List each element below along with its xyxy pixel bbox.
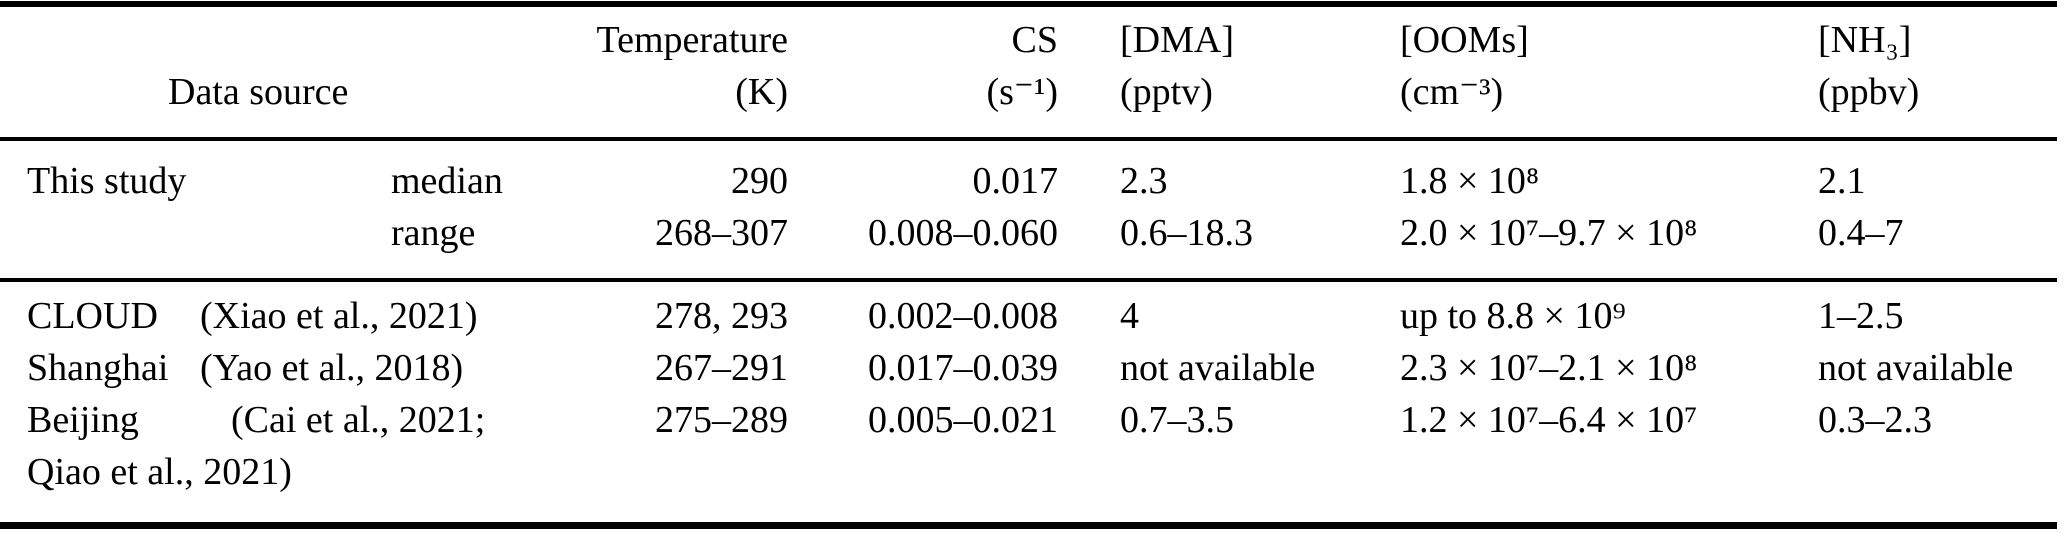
cell-nh3: not available <box>1818 347 2014 389</box>
col-unit-temperature: (K) <box>735 71 788 113</box>
cell-temperature: 278, 293 <box>655 295 788 337</box>
cell-dma: 0.6–18.3 <box>1120 212 1253 254</box>
cell-citation: (Xiao et al., 2021) <box>200 295 478 337</box>
cell-source-this-study: This study <box>27 160 187 202</box>
col-unit-cs: (s⁻¹) <box>986 71 1058 113</box>
table-top-rule <box>0 1 2057 7</box>
cell-stat-range: range <box>391 212 476 254</box>
cell-citation: (Cai et al., 2021; <box>231 399 486 441</box>
cell-nh3: 0.3–2.3 <box>1818 399 1932 441</box>
cell-stat-median: median <box>391 160 503 202</box>
col-header-temperature: Temperature <box>596 19 788 61</box>
cell-dma: 4 <box>1120 295 1139 337</box>
section-divider-rule <box>0 278 2057 282</box>
cell-temperature: 290 <box>731 160 788 202</box>
col-header-dma: [DMA] <box>1120 19 1234 61</box>
cell-temperature: 267–291 <box>655 347 788 389</box>
cell-ooms: 2.0 × 10⁷–9.7 × 10⁸ <box>1400 212 1698 254</box>
cell-source-shanghai: Shanghai <box>27 347 169 389</box>
col-header-cs: CS <box>1011 19 1058 61</box>
cell-dma: not available <box>1120 347 1316 389</box>
col-unit-nh3: (ppbv) <box>1818 71 1920 113</box>
col-unit-dma: (pptv) <box>1120 71 1213 113</box>
cell-cs: 0.017 <box>972 160 1059 202</box>
cell-nh3: 2.1 <box>1818 160 1866 202</box>
cell-ooms: up to 8.8 × 10⁹ <box>1400 295 1626 337</box>
cell-citation: (Yao et al., 2018) <box>200 347 464 389</box>
col-header-nh3: [NH₃] <box>1818 19 1912 61</box>
col-header-ooms: [OOMs] <box>1400 19 1529 61</box>
cell-nh3: 0.4–7 <box>1818 212 1904 254</box>
cell-ooms: 1.2 × 10⁷–6.4 × 10⁷ <box>1400 399 1698 441</box>
cell-temperature: 275–289 <box>655 399 788 441</box>
cell-temperature: 268–307 <box>655 212 788 254</box>
cell-citation-continuation: Qiao et al., 2021) <box>27 451 292 493</box>
cell-source-cloud: CLOUD <box>27 295 158 337</box>
cell-cs: 0.005–0.021 <box>868 399 1058 441</box>
cell-cs: 0.002–0.008 <box>868 295 1058 337</box>
cell-ooms: 1.8 × 10⁸ <box>1400 160 1540 202</box>
table-bottom-rule <box>0 522 2057 529</box>
cell-ooms: 2.3 × 10⁷–2.1 × 10⁸ <box>1400 347 1698 389</box>
header-bottom-rule <box>0 137 2057 141</box>
col-unit-ooms: (cm⁻³) <box>1400 71 1504 113</box>
cell-cs: 0.017–0.039 <box>868 347 1058 389</box>
col-header-data-source: Data source <box>168 71 349 113</box>
cell-nh3: 1–2.5 <box>1818 295 1904 337</box>
cell-source-beijing: Beijing <box>27 399 139 441</box>
cell-cs: 0.008–0.060 <box>868 212 1058 254</box>
cell-dma: 0.7–3.5 <box>1120 399 1234 441</box>
cell-dma: 2.3 <box>1120 160 1168 202</box>
